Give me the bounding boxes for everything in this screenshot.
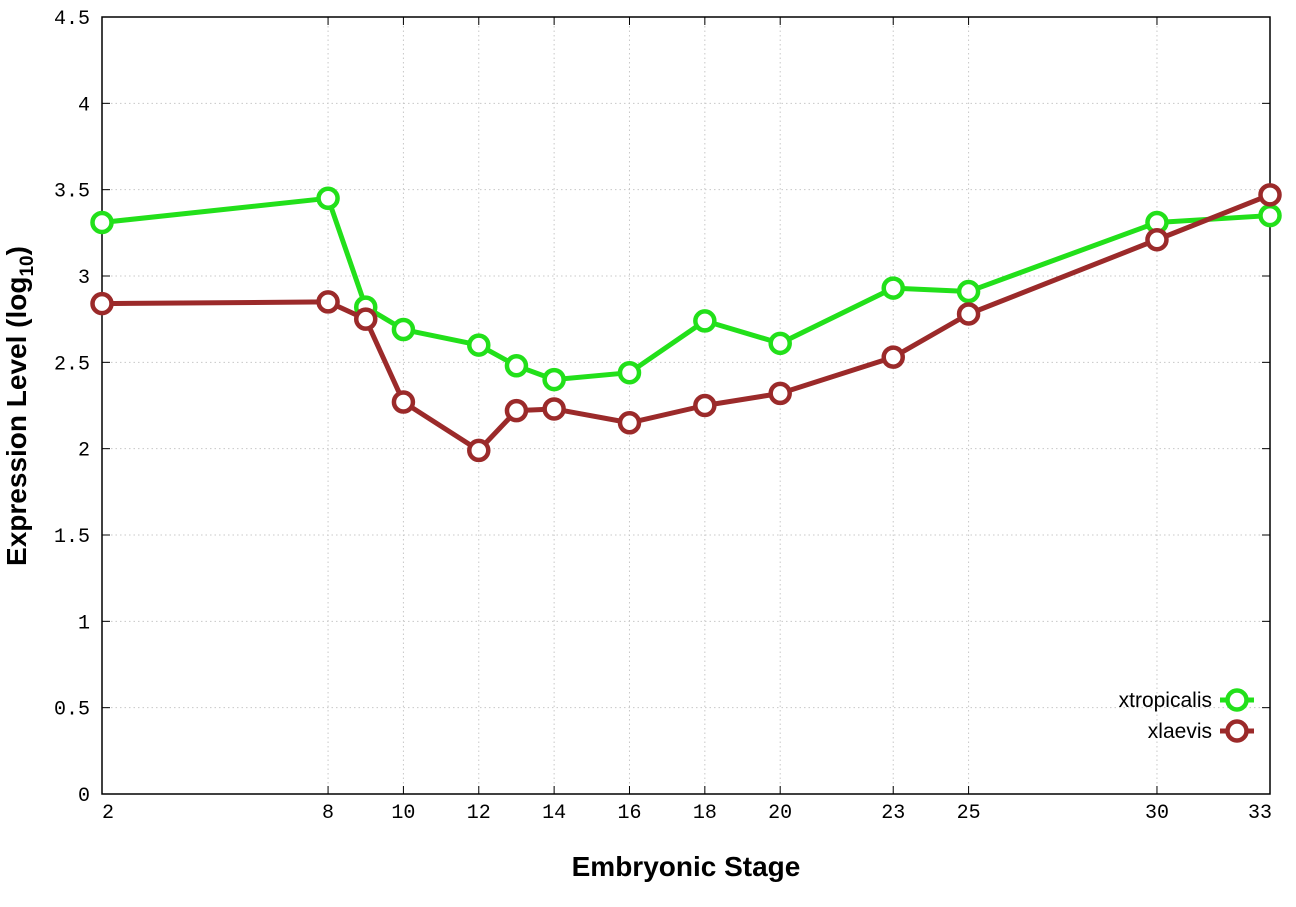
axis-ticks: 0 0.5 1 1.5 2 2.5 3 3.5 4 4.5 2 8 10 12 14 16 18 20 23 25 30… bbox=[54, 8, 1272, 825]
y-tick-label: 4 bbox=[78, 94, 90, 117]
x-tick-label: 25 bbox=[957, 802, 981, 825]
x-tick-label: 14 bbox=[542, 802, 566, 825]
data-point-xlaevis bbox=[90, 291, 114, 316]
legend-swatch-marker bbox=[1225, 688, 1249, 712]
data-point-xlaevis bbox=[956, 302, 981, 326]
data-point-xlaevis bbox=[467, 438, 491, 463]
data-point-xlaevis bbox=[316, 290, 340, 314]
data-point-xtropicalis bbox=[90, 210, 114, 235]
data-point-xlaevis bbox=[504, 398, 529, 423]
data-point-xlaevis bbox=[1258, 183, 1282, 207]
y-tick-label: 2 bbox=[78, 440, 90, 463]
legend-label: xtropicalis bbox=[1119, 689, 1212, 712]
x-tick-label: 2 bbox=[102, 802, 114, 825]
data-series bbox=[90, 183, 1282, 463]
x-tick-label: 30 bbox=[1145, 802, 1169, 825]
plot-area-border bbox=[101, 16, 1271, 795]
data-point-xtropicalis bbox=[956, 279, 981, 304]
x-tick-label: 18 bbox=[693, 802, 717, 825]
data-point-xtropicalis bbox=[768, 331, 792, 356]
legend-label: xlaevis bbox=[1148, 720, 1212, 743]
y-tick-label: 1 bbox=[78, 612, 90, 635]
data-point-xtropicalis bbox=[542, 367, 566, 392]
y-tick-label: 3.5 bbox=[54, 181, 90, 204]
data-point-xlaevis bbox=[881, 345, 905, 369]
data-point-xtropicalis bbox=[1258, 203, 1282, 228]
legend-swatch-marker bbox=[1225, 719, 1249, 743]
series-xtropicalis bbox=[90, 186, 1282, 392]
y-axis-title: Expression Level (log10) bbox=[1, 246, 38, 566]
data-point-xlaevis bbox=[768, 381, 792, 406]
y-axis-title-main: Expression Level (log bbox=[1, 277, 32, 566]
x-tick-label: 8 bbox=[322, 802, 334, 825]
data-point-xtropicalis bbox=[881, 276, 905, 300]
legend: xtropicalis xlaevis bbox=[1119, 688, 1254, 743]
y-tick-label: 0.5 bbox=[54, 699, 90, 722]
y-axis-title-close: ) bbox=[1, 246, 32, 255]
legend-item-xtropicalis: xtropicalis bbox=[1119, 688, 1254, 712]
x-tick-label: 12 bbox=[467, 802, 491, 825]
y-axis-title-subscript: 10 bbox=[17, 255, 38, 276]
x-tick-label: 23 bbox=[881, 802, 905, 825]
data-point-xlaevis bbox=[1145, 227, 1169, 252]
series-xlaevis bbox=[90, 183, 1282, 463]
grid-lines bbox=[102, 17, 1270, 794]
data-point-xlaevis bbox=[542, 397, 566, 421]
legend-item-xlaevis: xlaevis bbox=[1148, 719, 1254, 743]
series-line-xlaevis bbox=[101, 192, 1271, 453]
data-point-xlaevis bbox=[693, 393, 717, 418]
data-point-xtropicalis bbox=[467, 333, 491, 357]
data-point-xtropicalis bbox=[391, 317, 416, 342]
y-tick-label: 3 bbox=[78, 267, 90, 290]
data-point-xtropicalis bbox=[316, 186, 340, 211]
y-tick-label: 0 bbox=[78, 785, 90, 808]
data-point-xlaevis bbox=[391, 390, 416, 414]
data-point-xtropicalis bbox=[617, 360, 642, 385]
x-axis-title: Embryonic Stage bbox=[572, 851, 801, 882]
x-tick-label: 16 bbox=[617, 802, 641, 825]
data-point-xtropicalis bbox=[693, 309, 717, 333]
x-tick-label: 33 bbox=[1248, 802, 1272, 825]
data-point-xlaevis bbox=[617, 411, 642, 435]
x-tick-label: 20 bbox=[768, 802, 792, 825]
y-tick-label: 1.5 bbox=[54, 526, 90, 549]
y-tick-label: 2.5 bbox=[54, 353, 90, 376]
data-point-xtropicalis bbox=[504, 354, 529, 378]
x-tick-label: 10 bbox=[391, 802, 415, 825]
series-line-xtropicalis bbox=[101, 195, 1271, 383]
data-point-xlaevis bbox=[353, 307, 378, 331]
y-tick-label: 4.5 bbox=[54, 8, 90, 31]
